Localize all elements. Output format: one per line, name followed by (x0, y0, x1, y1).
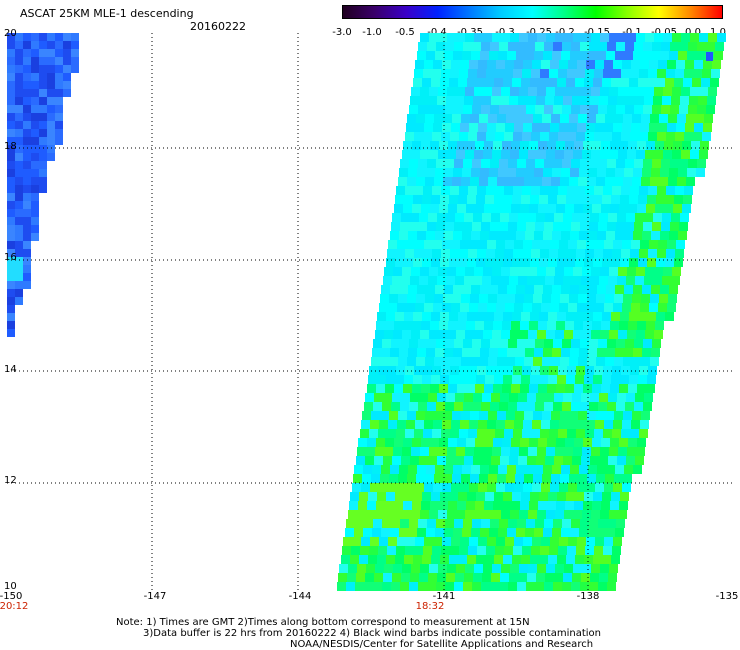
note-line-1: Note: 1) Times are GMT 2)Times along bot… (116, 617, 530, 628)
lon-label-144: -144 (288, 591, 312, 602)
colorbar-tick-label: -0.3 (495, 27, 515, 38)
lat-label-10: 10 (4, 581, 17, 592)
lon-label-138: -138 (576, 591, 600, 602)
lon-label-150: -150 (0, 591, 23, 602)
map-date: 20160222 (190, 20, 246, 33)
time-label-left: 20:12 (0, 601, 29, 612)
map-title: ASCAT 25KM MLE-1 descending (20, 7, 194, 20)
colorbar-tick-label: -0.1 (622, 27, 642, 38)
lat-label-12: 12 (4, 475, 17, 486)
lat-label-18: 18 (4, 141, 17, 152)
colorbar-tick-label: -0.35 (457, 27, 483, 38)
colorbar-labels: -3.0 -1.0 -0.5 -0.4 -0.35 -0.3 -0.25 -0.2 -0.15 -… (326, 27, 736, 39)
lon-label-147: -147 (143, 591, 167, 602)
colorbar-tick-label: -0.05 (651, 27, 677, 38)
lat-label-14: 14 (4, 364, 17, 375)
colorbar-tick-label: -0.2 (555, 27, 575, 38)
main-swath (337, 33, 726, 591)
colorbar (342, 5, 723, 19)
lon-label-135: -135 (715, 591, 739, 602)
colorbar-tick-label: 0.0 (685, 27, 701, 38)
colorbar-tick-label: -0.5 (395, 27, 415, 38)
lon-label-141: -141 (432, 591, 456, 602)
colorbar-tick-label: -3.0 (332, 27, 352, 38)
colorbar-tick-label: -0.15 (584, 27, 610, 38)
colorbar-tick-label: -1.0 (362, 27, 382, 38)
colorbar-tick-label: -0.25 (526, 27, 552, 38)
time-label-center: 18:32 (415, 601, 445, 612)
grid-lines (7, 33, 735, 590)
colorbar-tick-label: 1.0 (710, 27, 726, 38)
lat-label-16: 16 (4, 252, 17, 263)
colorbar-tick-label: -0.4 (427, 27, 447, 38)
lat-label-20: 20 (4, 28, 17, 39)
note-line-2: 3)Data buffer is 22 hrs from 20160222 4)… (143, 628, 601, 639)
left-swath (7, 33, 79, 337)
note-line-3: NOAA/NESDIS/Center for Satellite Applica… (290, 639, 594, 650)
